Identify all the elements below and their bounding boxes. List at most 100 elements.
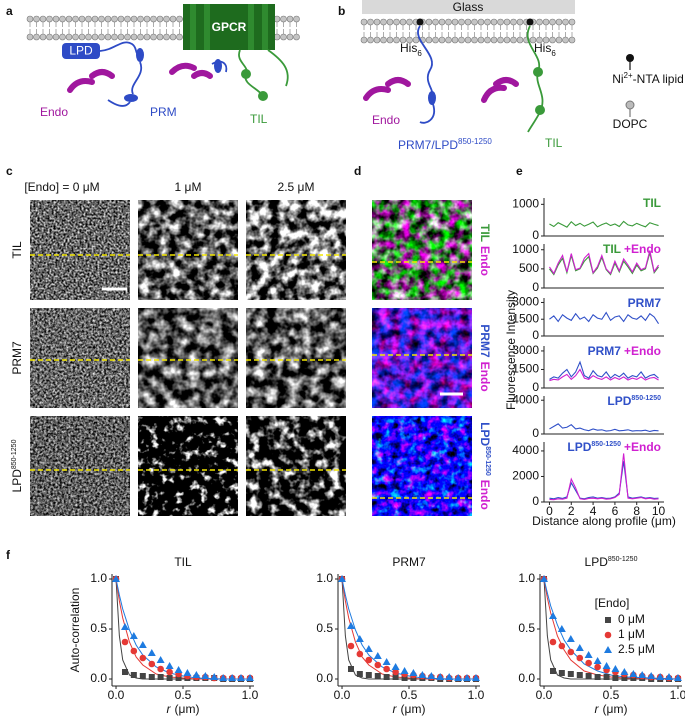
lipid-head bbox=[286, 33, 294, 41]
x-tick-label: 2 bbox=[568, 504, 575, 518]
lipid-head bbox=[117, 33, 125, 41]
overlay-label-part: Endo bbox=[478, 246, 492, 276]
row-label-part: TIL bbox=[10, 241, 24, 259]
marker-circle bbox=[383, 665, 390, 673]
row-label: LPD850-1250 bbox=[10, 439, 24, 492]
chart-title: PRM7 bbox=[392, 555, 426, 569]
x-tick-label: 0.5 bbox=[603, 688, 620, 702]
overlay-micrograph bbox=[372, 200, 472, 300]
lipid-head bbox=[555, 36, 563, 44]
lipid-head bbox=[542, 36, 550, 44]
x-axis-label-part: (μm) bbox=[603, 702, 628, 716]
marker-triangle bbox=[409, 669, 418, 676]
lipid-head bbox=[150, 15, 157, 23]
legend-label: TIL +Endo bbox=[603, 242, 661, 256]
lipid-head bbox=[503, 36, 511, 44]
marker-triangle bbox=[183, 669, 192, 676]
marker-triangle bbox=[174, 666, 183, 673]
lipid-head bbox=[562, 36, 569, 44]
marker-triangle bbox=[165, 662, 174, 669]
lipid-head bbox=[150, 33, 157, 41]
y-tick-label: 0.0 bbox=[316, 671, 333, 685]
lipid-head bbox=[156, 15, 164, 23]
legend-label: LPD850-1250 +Endo bbox=[567, 440, 661, 454]
marker-triangle bbox=[156, 656, 165, 663]
lipid-head bbox=[39, 15, 47, 23]
lipid-head bbox=[464, 18, 472, 26]
marker-triangle bbox=[427, 672, 436, 679]
legend-label-part: +Endo bbox=[624, 440, 661, 454]
marker-square bbox=[401, 675, 408, 681]
marker-square bbox=[374, 673, 381, 679]
marker-circle bbox=[347, 642, 355, 650]
lipid-head bbox=[490, 36, 498, 44]
x-tick-label: 0.0 bbox=[334, 688, 351, 702]
lipid-head bbox=[137, 33, 144, 41]
marker-square bbox=[356, 671, 363, 677]
marker-circle bbox=[594, 663, 601, 671]
gpcr-label: GPCR bbox=[212, 20, 247, 34]
legend-label: TIL bbox=[643, 196, 661, 210]
endo-domain bbox=[67, 69, 115, 93]
overlay-label: PRM7 Endo bbox=[478, 324, 492, 391]
prm-label: PRM bbox=[150, 105, 177, 119]
prm-chain bbox=[417, 25, 435, 124]
y-tick-label: 4000 bbox=[512, 443, 539, 457]
lipid-head bbox=[124, 33, 131, 41]
y-tick-label: 1500 bbox=[512, 362, 539, 376]
marker-square bbox=[392, 674, 399, 680]
endo-domain bbox=[363, 77, 411, 101]
marker-circle bbox=[585, 659, 592, 667]
ni-nta-lipid bbox=[416, 18, 424, 26]
lipid-head bbox=[536, 36, 543, 44]
lipid-head bbox=[293, 15, 300, 23]
marker-square bbox=[558, 670, 565, 676]
lipid-head bbox=[124, 15, 131, 23]
row-label-part: PRM7 bbox=[10, 341, 24, 375]
his-text: His bbox=[534, 41, 551, 55]
marker-triangle bbox=[629, 670, 638, 677]
marker-square bbox=[383, 674, 390, 680]
marker-square bbox=[585, 673, 592, 679]
til-label: TIL bbox=[250, 112, 268, 126]
lipid-head bbox=[111, 33, 118, 41]
x-tick-label: 0.5 bbox=[401, 688, 418, 702]
membranes bbox=[26, 15, 576, 44]
marker-circle bbox=[166, 668, 173, 676]
marker-square bbox=[139, 673, 146, 679]
marker-triangle bbox=[611, 665, 620, 672]
legend-label-part: PRM7 bbox=[588, 344, 622, 358]
helix bbox=[248, 4, 254, 50]
lipid-head bbox=[458, 18, 465, 26]
lipid-head bbox=[143, 33, 151, 41]
til-strand bbox=[267, 49, 289, 87]
lipid-head bbox=[438, 36, 446, 44]
x-tick-label: 0.5 bbox=[175, 688, 192, 702]
chart-title-part: PRM7 bbox=[392, 555, 426, 569]
til-motif bbox=[241, 69, 251, 79]
lipid-head bbox=[471, 18, 478, 26]
x-tick-label: 8 bbox=[633, 504, 640, 518]
diagrams: GPCR LPD Endo PRM TIL Glass His6 His6 En… bbox=[40, 0, 684, 152]
row-label-part: 850-1250 bbox=[11, 439, 18, 469]
lipid-head bbox=[406, 18, 413, 26]
lipid-head bbox=[367, 36, 374, 44]
marker-triangle bbox=[656, 673, 665, 680]
y-tick-label: 1000 bbox=[512, 197, 539, 211]
fit-curve bbox=[341, 578, 476, 680]
overlay-micrograph bbox=[372, 416, 472, 516]
marker-triangle bbox=[673, 674, 682, 681]
marker-triangle bbox=[201, 672, 210, 679]
his-sub: 6 bbox=[551, 49, 556, 58]
prm-motif bbox=[136, 48, 144, 62]
fit-curve bbox=[115, 578, 250, 680]
micrograph bbox=[246, 308, 346, 408]
marker-triangle bbox=[575, 644, 584, 651]
legend-label: PRM7 +Endo bbox=[588, 344, 661, 358]
x-tick-label: 0.0 bbox=[108, 688, 125, 702]
x-axis-label: r (μm) bbox=[595, 702, 628, 716]
lipid-head bbox=[412, 36, 420, 44]
y-tick-label: 0.0 bbox=[90, 671, 107, 685]
y-tick-label: 0 bbox=[532, 380, 539, 394]
lipid-head bbox=[85, 33, 92, 41]
